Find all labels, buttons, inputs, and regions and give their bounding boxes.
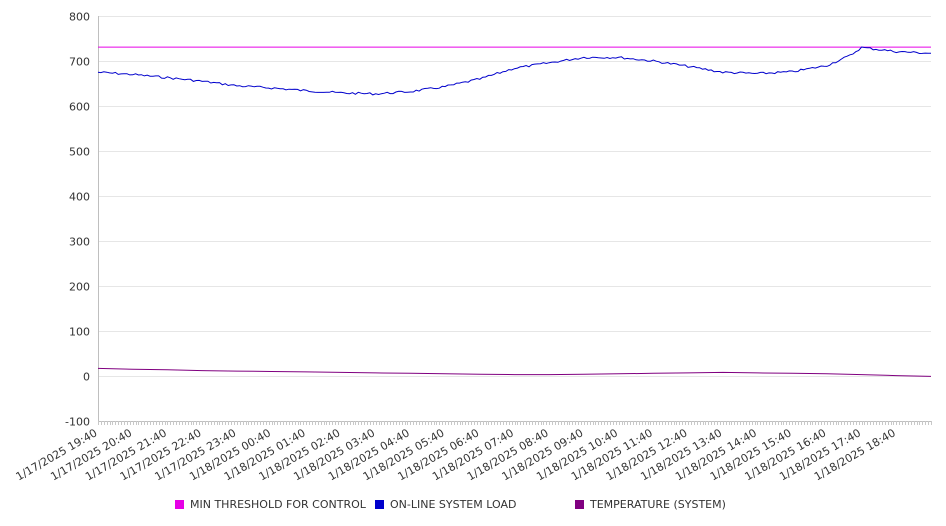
y-tick-label-7: 100 — [69, 326, 90, 339]
legend-swatch-system-load — [375, 500, 384, 509]
y-tick-label-8: 0 — [83, 371, 90, 384]
y-tick-label-6: 200 — [69, 281, 90, 294]
legend-item-system-load: ON-LINE SYSTEM LOAD — [375, 498, 516, 511]
y-tick-label-3: 500 — [69, 146, 90, 159]
legend-label-min-threshold: MIN THRESHOLD FOR CONTROL — [190, 498, 366, 511]
series-line-1 — [97, 46, 931, 96]
series-line-2 — [97, 367, 932, 377]
series-lines — [97, 46, 932, 377]
legend-swatch-temperature — [575, 500, 584, 509]
legend: MIN THRESHOLD FOR CONTROL ON-LINE SYSTEM… — [0, 498, 946, 514]
legend-label-temperature: TEMPERATURE (SYSTEM) — [590, 498, 726, 511]
legend-swatch-min-threshold — [175, 500, 184, 509]
y-tick-label-0: 800 — [69, 11, 90, 24]
y-tick-label-2: 600 — [69, 101, 90, 114]
legend-item-temperature: TEMPERATURE (SYSTEM) — [575, 498, 726, 511]
y-tick-label-9: -100 — [65, 416, 90, 429]
y-tick-label-1: 700 — [69, 56, 90, 69]
grid-lines — [98, 16, 931, 422]
y-tick-label-4: 400 — [69, 191, 90, 204]
legend-label-system-load: ON-LINE SYSTEM LOAD — [390, 498, 517, 511]
legend-item-min-threshold: MIN THRESHOLD FOR CONTROL — [175, 498, 366, 511]
y-tick-label-5: 300 — [69, 236, 90, 249]
